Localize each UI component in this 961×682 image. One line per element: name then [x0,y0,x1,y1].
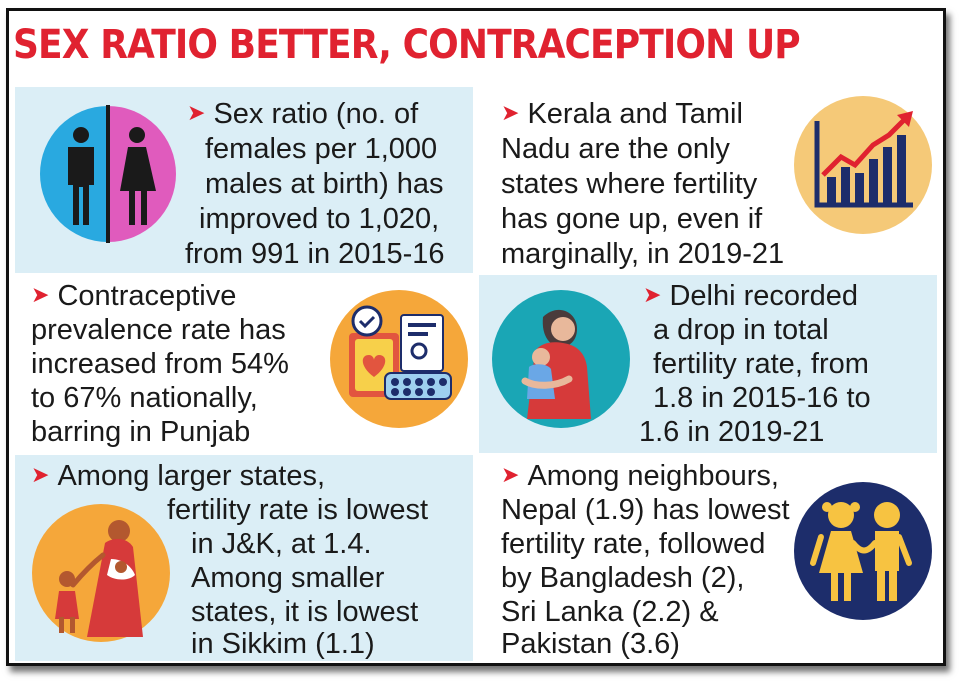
fact-text-line: states where fertility [501,168,758,200]
fact-text-line: females per 1,000 [205,133,438,165]
fact-text-line: from 991 in 2015-16 [185,238,445,270]
headline: SEX RATIO BETTER, CONTRACEPTION UP [13,22,801,68]
fact-text-line: ➤ Among larger states, [31,460,326,492]
fact-text-line: males at birth) has [205,168,444,200]
fact-text-line: 1.6 in 2019-21 [639,416,825,448]
fact-text-line: Nadu are the only [501,133,730,165]
fact-text-line: 1.8 in 2015-16 to [653,382,871,414]
infographic-frame: SEX RATIO BETTER, CONTRACEPTION UP ➤ Sex … [6,8,946,666]
mother-children-icon [32,504,170,642]
fact-text-line: ➤ Delhi recorded [643,280,859,312]
fact-text-line: marginally, in 2019-21 [501,238,785,270]
fact-text-line: prevalence rate has [31,314,286,346]
fact-text-line: fertility rate, followed [501,528,766,560]
bullet-arrow-icon: ➤ [643,282,662,307]
fact-panel-neighbours: ➤ Among neighbours, Nepal (1.9) has lowes… [479,455,937,661]
fact-text-line: by Bangladesh (2), [501,562,745,594]
fact-text-line: fertility rate, from [653,348,869,380]
bullet-arrow-icon: ➤ [501,100,520,125]
fact-panel-sex-ratio: ➤ Sex ratio (no. of females per 1,000 mal… [15,87,473,273]
contraceptives-icon [330,290,468,428]
two-children-icon [794,482,932,620]
bullet-arrow-icon: ➤ [501,462,520,487]
mother-baby-icon [492,290,630,428]
fact-text-line: in J&K, at 1.4. [191,528,372,560]
fact-text-line: ➤ Among neighbours, [501,460,779,492]
fact-panel-larger-states: ➤ Among larger states, fertility rate is … [15,455,473,661]
fact-text-line: ➤ Contraceptive [31,280,237,312]
fact-text-line: Nepal (1.9) has lowest [501,494,790,526]
fact-panel-contraception: ➤ Contraceptive prevalence rate has incre… [15,275,473,453]
fact-text-line: barring in Punjab [31,416,251,448]
fact-panel-kerala-tamil-nadu: ➤ Kerala and Tamil Nadu are the only stat… [479,87,937,273]
fact-text-line: Pakistan (3.6) [501,628,680,660]
bullet-arrow-icon: ➤ [31,462,50,487]
fact-text-line: improved to 1,020, [199,203,440,235]
fact-text-line: to 67% nationally, [31,382,258,414]
male-female-restroom-icon [40,105,176,243]
fact-text-line: fertility rate is lowest [167,494,429,526]
bullet-arrow-icon: ➤ [187,100,206,125]
fact-text-line: ➤ Sex ratio (no. of [187,98,419,130]
fact-text-line: increased from 54% [31,348,289,380]
fact-text-line: in Sikkim (1.1) [191,628,375,660]
fact-text-line: has gone up, even if [501,203,763,235]
fact-text-line: states, it is lowest [191,596,419,628]
fact-text-line: a drop in total [653,314,829,346]
fact-text-line: Among smaller [191,562,385,594]
rising-bar-chart-icon [794,96,932,234]
bullet-arrow-icon: ➤ [31,282,50,307]
fact-panel-delhi: ➤ Delhi recorded a drop in total fertilit… [479,275,937,453]
fact-text-line: Sri Lanka (2.2) & [501,596,719,628]
fact-text-line: ➤ Kerala and Tamil [501,98,743,130]
